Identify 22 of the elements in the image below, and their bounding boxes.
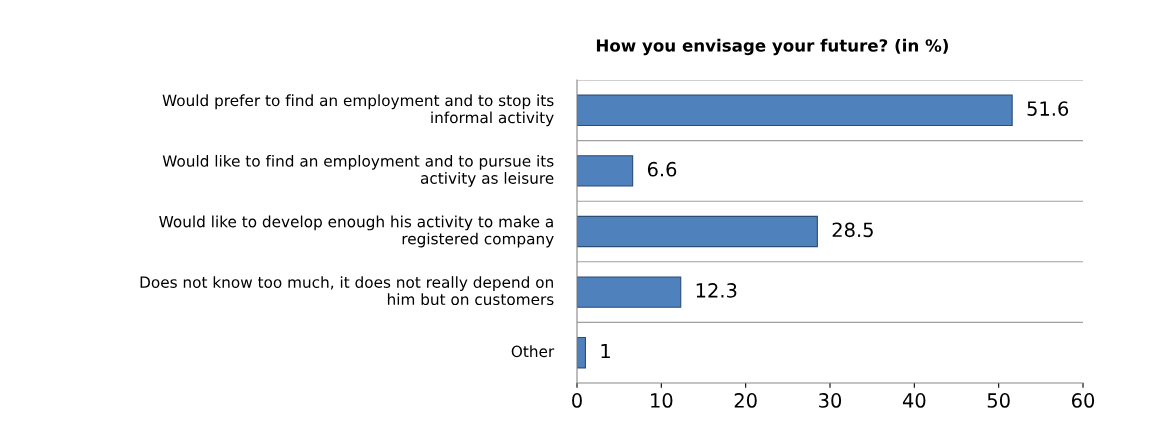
y-tick-label: Would like to develop enough his activity to make a registered company (159, 215, 554, 248)
y-tick-label: Would like to find an employment and to pursue its activity as leisure (162, 154, 554, 187)
y-tick-label: Other (511, 345, 555, 358)
chart-title: How you envisage your future? (in %) (596, 38, 948, 56)
data-label: 28.5 (832, 222, 873, 238)
x-tick-label: 50 (987, 393, 1010, 408)
y-tick-label: Would prefer to find an employment and to stop its informal activity (162, 94, 554, 127)
bar (577, 155, 634, 187)
data-label: 51.6 (1027, 101, 1069, 116)
x-tick-label: 40 (902, 393, 926, 408)
x-tick-label: 10 (651, 393, 673, 408)
bar (577, 215, 818, 248)
x-tick-label: 0 (572, 393, 582, 408)
x-tick-label: 20 (734, 393, 757, 408)
data-label: 1 (601, 343, 610, 359)
bar (577, 94, 1013, 127)
bar (577, 276, 682, 308)
x-tick-label: 30 (819, 393, 842, 408)
data-label: 6.6 (647, 161, 677, 177)
y-tick-label: Does not know too much, it does not really depend on him but on customers (140, 276, 554, 306)
x-tick-label: 60 (1071, 393, 1095, 408)
data-label: 12.3 (696, 283, 737, 298)
